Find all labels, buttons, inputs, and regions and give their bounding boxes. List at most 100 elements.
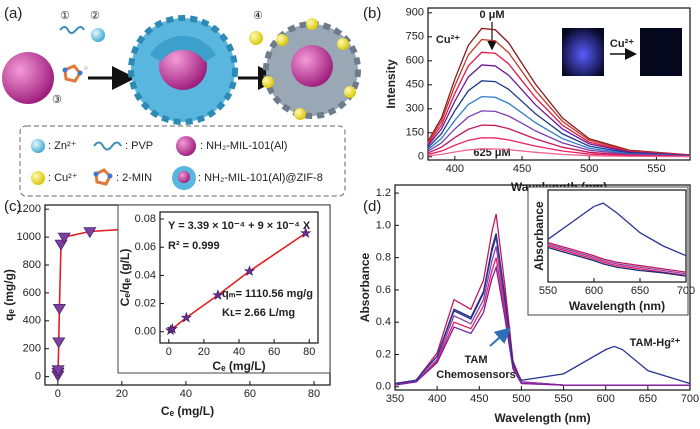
data-marker xyxy=(166,322,178,334)
y-axis-label: qₑ (mg/g) xyxy=(2,269,16,321)
x-tick-label: 700 xyxy=(681,393,699,405)
zn-icon xyxy=(91,28,105,42)
data-marker xyxy=(243,265,256,276)
step-number: ① xyxy=(60,10,70,22)
x-tick-label: 0 xyxy=(166,346,172,358)
series-line xyxy=(427,80,691,157)
y-axis-label: Cₑ/qₑ (g/L) xyxy=(118,249,132,307)
x-tick-label: 40 xyxy=(233,346,245,358)
annotation: Chemosensors xyxy=(436,369,515,381)
data-marker xyxy=(300,227,312,238)
x-tick-label: 650 xyxy=(631,285,649,297)
series-line xyxy=(427,38,691,156)
cu-icon xyxy=(249,31,263,45)
step-number: ④ xyxy=(253,10,263,22)
x-axis-label: Wavelength (nm) xyxy=(569,299,665,313)
plot-frame xyxy=(394,184,691,391)
data-marker xyxy=(52,303,66,315)
y-tick-label: 1.2 xyxy=(376,187,391,199)
y-axis-label: Absorbance xyxy=(532,201,546,271)
series-line xyxy=(427,137,691,158)
x-tick-label: 450 xyxy=(470,393,488,405)
panel-label: (b) xyxy=(363,5,381,22)
x-axis-label: Cₑ (mg/L) xyxy=(161,404,214,418)
step-number: ③ xyxy=(52,94,62,106)
annotation: qₘ= 1110.56 mg/g xyxy=(222,288,313,300)
annotation: Cu²⁺ xyxy=(610,38,634,50)
legend-text: : Zn²⁺ xyxy=(48,140,77,152)
y-tick-label: 600 xyxy=(23,287,41,299)
legend-text: : NH₂-MIL-101(Al) xyxy=(200,140,287,152)
data-marker xyxy=(180,311,192,323)
legend-text: : NH₂-MIL-101(Al)@ZIF-8 xyxy=(198,172,323,184)
inset-box xyxy=(117,204,331,374)
series-line xyxy=(427,64,691,157)
x-tick-label: 60 xyxy=(268,346,280,358)
panel-label: (a) xyxy=(4,5,22,22)
vial-photo xyxy=(562,28,682,76)
y-tick-label: 750 xyxy=(406,31,424,43)
x-tick-label: 650 xyxy=(639,393,657,405)
pvp-icon xyxy=(59,26,85,34)
y-axis-label: Intensity xyxy=(384,59,398,109)
x-axis-label: Wavelength (nm) xyxy=(494,411,590,425)
annotation: Kʟ= 2.66 L/mg xyxy=(222,307,295,319)
series-line xyxy=(427,95,691,157)
y-tick-label: 1.0 xyxy=(376,219,391,231)
y-tick-label: 0.8 xyxy=(376,252,391,264)
data-marker xyxy=(57,232,71,244)
y-tick-label: 0.04 xyxy=(135,269,156,281)
x-tick-label: 400 xyxy=(428,393,446,405)
y-tick-label: 0 xyxy=(35,371,41,383)
y-tick-label: 400 xyxy=(23,315,41,327)
annotation: R² = 0.999 xyxy=(168,240,220,252)
x-tick-label: 550 xyxy=(647,163,665,175)
series-line xyxy=(427,27,691,156)
y-tick-label: 200 xyxy=(23,343,41,355)
series-line xyxy=(547,245,687,277)
y-tick-label: 900 xyxy=(406,7,424,19)
y-tick-label: 800 xyxy=(23,259,41,271)
annotation: Cu²⁺ xyxy=(436,34,460,46)
y-tick-label: 0.2 xyxy=(376,348,391,360)
y-tick-label: 0.6 xyxy=(376,284,391,296)
legend-icon xyxy=(176,136,196,156)
x-tick-label: 80 xyxy=(303,346,315,358)
y-tick-label: 0 xyxy=(418,151,424,163)
x-tick-label: 600 xyxy=(597,393,615,405)
plot-frame xyxy=(427,7,691,161)
mof-zif xyxy=(128,15,238,125)
inset-box xyxy=(527,186,689,316)
x-tick-label: 500 xyxy=(580,163,598,175)
y-tick-label: 1000 xyxy=(17,231,41,243)
x-axis-label: Cₑ (mg/L) xyxy=(212,359,265,373)
x-tick-label: 40 xyxy=(180,388,192,400)
mof-core xyxy=(2,52,54,104)
mof-zif-cu xyxy=(262,18,361,120)
series-line xyxy=(394,264,690,386)
annotation: Y = 3.39 × 10⁻⁴ + 9 × 10⁻⁴ X xyxy=(168,220,311,232)
molecule-icon xyxy=(62,64,88,83)
legend-text: : Cu²⁺ xyxy=(48,172,78,184)
data-marker xyxy=(83,227,97,239)
y-tick-label: 150 xyxy=(406,127,424,139)
arrow xyxy=(489,327,511,347)
series-line xyxy=(547,246,687,277)
x-tick-label: 600 xyxy=(585,285,603,297)
data-marker xyxy=(52,337,66,349)
panel-label: (c) xyxy=(4,198,22,215)
legend-text: : PVP xyxy=(125,140,153,152)
legend-text: : 2-MIN xyxy=(116,172,152,184)
panel-label: (d) xyxy=(363,198,381,215)
y-tick-label: 0.00 xyxy=(135,326,156,338)
x-tick-label: 20 xyxy=(116,388,128,400)
series-line xyxy=(394,236,691,385)
x-tick-label: 450 xyxy=(513,163,531,175)
series-line xyxy=(427,110,691,157)
scheme: ① ② ③ ④ : Zn²⁺ : PVP xyxy=(2,10,361,197)
y-tick-label: 0.02 xyxy=(135,297,156,309)
x-tick-label: 550 xyxy=(539,285,557,297)
x-tick-label: 60 xyxy=(244,388,256,400)
